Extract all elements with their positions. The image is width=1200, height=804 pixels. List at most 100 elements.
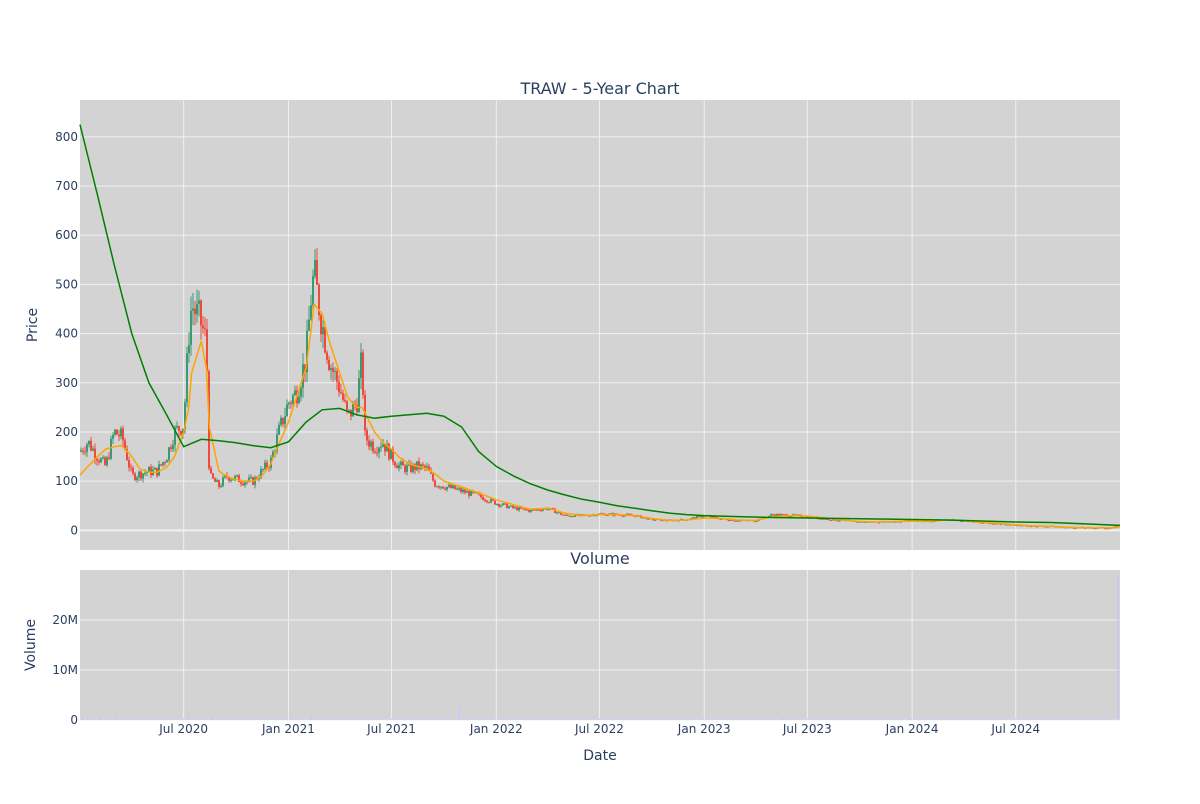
candle-body <box>426 466 428 468</box>
candle-body <box>822 518 824 520</box>
volume-bar <box>525 718 527 720</box>
candle-body <box>1006 524 1008 526</box>
volume-bar <box>811 718 813 720</box>
candle-body <box>310 305 312 320</box>
volume-bar <box>637 718 639 720</box>
candle-body <box>960 520 962 522</box>
volume-bar <box>1017 718 1019 720</box>
volume-bar <box>1055 718 1057 720</box>
volume-bar <box>837 718 839 720</box>
candle-body <box>326 352 328 360</box>
volume-bar <box>987 718 989 720</box>
candle-body <box>268 467 270 469</box>
volume-bar <box>281 718 283 720</box>
volume-bar <box>167 718 169 720</box>
candle-body <box>666 520 668 522</box>
volume-bar <box>181 718 183 720</box>
price-y-ticks: 0 100 200 300 400 500 600 700 800 <box>55 130 78 537</box>
volume-bar <box>327 718 329 720</box>
volume-bar <box>379 718 381 720</box>
candle-body <box>700 515 702 518</box>
volume-bar <box>395 718 397 720</box>
volume-bar <box>483 718 485 720</box>
candle-body <box>110 438 112 459</box>
volume-bar <box>221 718 223 720</box>
volume-bar <box>117 718 119 720</box>
candle-body <box>864 521 866 523</box>
volume-bar <box>433 718 435 720</box>
volume-bar <box>123 718 125 720</box>
candle-body <box>228 477 230 481</box>
candle-body <box>756 520 758 522</box>
volume-bar <box>747 718 749 720</box>
volume-bar <box>360 717 363 720</box>
volume-bar <box>355 718 357 720</box>
candle-body <box>506 503 508 509</box>
volume-bar <box>765 718 767 720</box>
volume-bar <box>711 718 713 720</box>
candle-body <box>562 514 564 516</box>
volume-bar <box>487 718 489 720</box>
volume-bar <box>949 718 951 720</box>
volume-bar <box>887 718 889 720</box>
price-gridlines <box>80 100 1120 550</box>
candle-body <box>322 327 324 335</box>
volume-bars <box>81 575 1119 720</box>
candle-body <box>838 520 840 522</box>
volume-bar <box>165 718 167 720</box>
candle-body <box>772 514 774 516</box>
volume-bar <box>597 718 599 720</box>
candle-body <box>132 468 134 474</box>
volume-bar <box>159 718 161 720</box>
price-y-tick-label: 200 <box>55 425 78 439</box>
volume-bar <box>155 718 157 720</box>
candle-body <box>702 516 704 518</box>
candle-body <box>150 467 152 475</box>
volume-bar <box>901 718 903 720</box>
volume-bar <box>195 718 197 720</box>
volume-bar <box>817 718 819 720</box>
volume-bar <box>735 718 737 720</box>
volume-bar <box>629 718 631 720</box>
volume-bar <box>895 718 897 720</box>
volume-y-ticks: 0 10M 20M <box>52 613 78 727</box>
volume-bar <box>617 718 619 720</box>
volume-bar <box>845 718 847 720</box>
volume-bar <box>531 718 533 720</box>
volume-bar <box>357 718 359 720</box>
candle-body <box>412 464 414 472</box>
x-tick-label: Jan 2024 <box>885 722 939 736</box>
volume-bar <box>113 718 115 720</box>
volume-bar <box>967 718 969 720</box>
volume-bar <box>1085 718 1087 720</box>
candle-body <box>1000 524 1002 526</box>
volume-bar <box>989 718 991 720</box>
volume-bar <box>721 718 723 720</box>
candle-body <box>146 472 148 474</box>
volume-bar <box>599 718 601 720</box>
volume-bar <box>1027 718 1029 720</box>
volume-bar <box>95 718 97 720</box>
volume-bar <box>659 718 661 720</box>
candle-body <box>488 502 490 504</box>
volume-bar <box>957 718 959 720</box>
candle-body <box>512 505 514 508</box>
volume-bar <box>775 718 777 720</box>
candle-body <box>372 441 374 452</box>
candle-body <box>596 515 598 517</box>
volume-bar <box>563 718 565 720</box>
volume-bar <box>171 718 173 720</box>
volume-bar <box>441 718 443 720</box>
volume-bar <box>861 718 863 720</box>
candle-body <box>316 260 318 285</box>
candle-body <box>444 488 446 490</box>
candle-body <box>164 462 166 464</box>
volume-bar <box>755 718 757 720</box>
volume-bar <box>743 718 745 720</box>
candle-body <box>100 458 102 463</box>
candle-body <box>300 387 302 397</box>
candle-body <box>542 509 544 511</box>
volume-bar <box>581 718 583 720</box>
candle-body <box>380 446 382 448</box>
